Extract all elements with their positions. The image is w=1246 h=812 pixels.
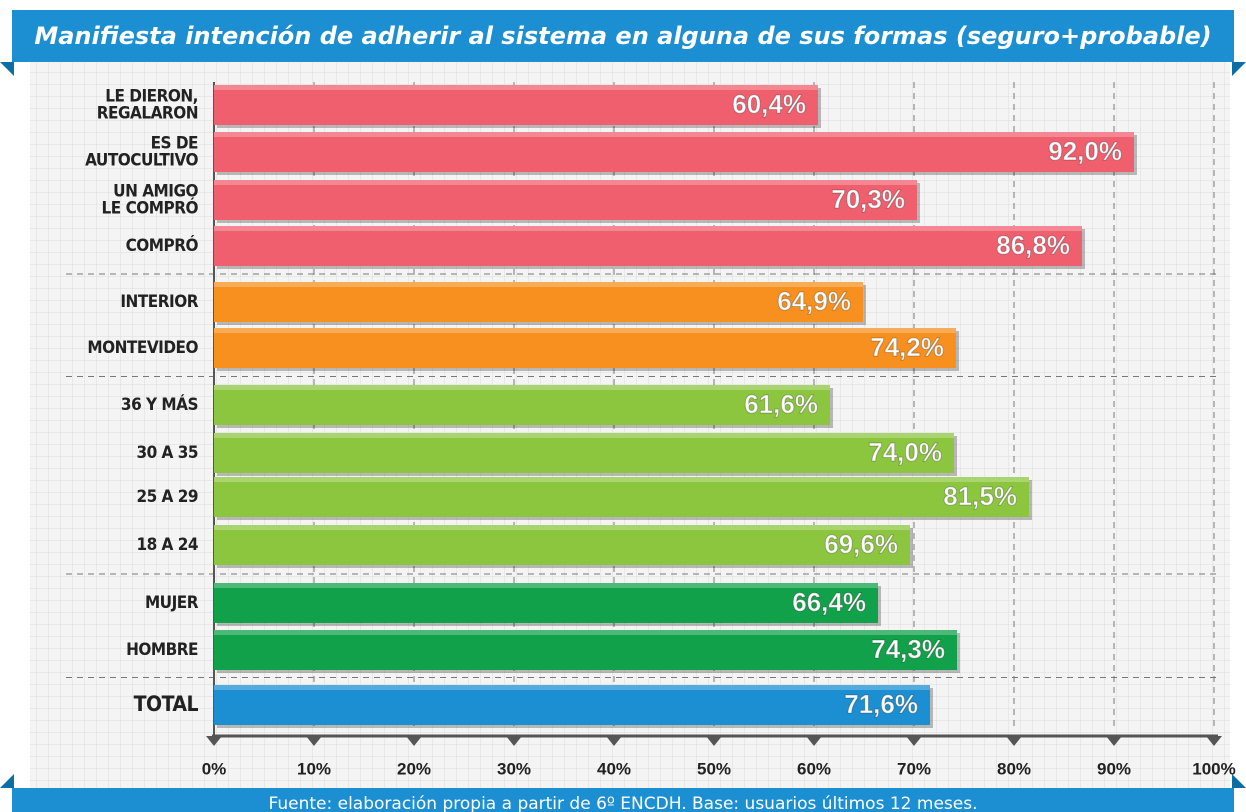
bar — [214, 525, 910, 565]
value-label: 74,3% — [871, 634, 945, 664]
bar-highlight — [214, 583, 878, 588]
category-label: 36 Y MÁS — [121, 393, 198, 415]
tick-mark — [506, 736, 522, 746]
category-label: HOMBRE — [126, 640, 198, 660]
tick-mark — [1206, 736, 1222, 746]
bar-highlight — [214, 477, 1029, 482]
bar — [214, 433, 954, 473]
category-label: TOTAL — [134, 692, 199, 716]
value-label: 60,4% — [732, 89, 806, 119]
footer-banner — [12, 788, 1234, 812]
bar — [214, 132, 1134, 172]
x-tick-label: 0% — [202, 759, 227, 778]
tick-mark — [606, 736, 622, 746]
x-tick-label: 40% — [597, 759, 631, 778]
title-banner — [12, 10, 1234, 62]
chart-title: Manifiesta intención de adherir al siste… — [34, 22, 1211, 50]
bar — [214, 630, 957, 670]
bar-highlight — [214, 85, 818, 90]
banner-tab — [1232, 774, 1246, 788]
bar-highlight — [214, 180, 917, 185]
bar-highlight — [214, 630, 957, 635]
tick-mark — [806, 736, 822, 746]
category-label: COMPRÓ — [126, 234, 199, 256]
category-label: MUJER — [145, 593, 199, 613]
category-label: 18 A 24 — [136, 535, 198, 555]
x-tick-label: 30% — [497, 759, 531, 778]
tick-mark — [406, 736, 422, 746]
tick-mark — [306, 736, 322, 746]
value-label: 74,2% — [870, 332, 944, 362]
banner-tab — [1232, 62, 1246, 76]
x-tick-label: 100% — [1192, 759, 1235, 778]
bar-highlight — [214, 328, 956, 333]
category-label: LE DIERON, REGALARON — [97, 87, 198, 124]
footer: Fuente: elaboración propia a partir de 6… — [269, 794, 978, 812]
bar — [214, 685, 930, 725]
x-tick-label: 90% — [1097, 759, 1131, 778]
value-label: 92,0% — [1048, 136, 1122, 166]
x-tick-label: 20% — [397, 759, 431, 778]
value-label: 70,3% — [831, 184, 905, 214]
value-label: 81,5% — [943, 481, 1017, 511]
bar — [214, 583, 878, 623]
banner-tab — [0, 774, 14, 788]
bar — [214, 85, 818, 125]
bar-highlight — [214, 525, 910, 530]
tick-mark — [706, 736, 722, 746]
category-label: INTERIOR — [120, 292, 198, 312]
bar — [214, 385, 830, 425]
x-tick-label: 10% — [297, 759, 331, 778]
value-label: 74,0% — [868, 437, 942, 467]
category-label: 25 A 29 — [136, 487, 198, 507]
bar-highlight — [214, 132, 1134, 137]
category-label: 30 A 35 — [136, 443, 198, 463]
value-label: 71,6% — [844, 689, 918, 719]
value-label: 86,8% — [996, 230, 1070, 260]
bar-highlight — [214, 433, 954, 438]
category-label: UN AMIGO LE COMPRÓ — [102, 182, 199, 219]
value-label: 64,9% — [777, 286, 851, 316]
category-label: ES DE AUTOCULTIVO — [85, 134, 198, 171]
value-label: 66,4% — [792, 587, 866, 617]
category-label: MONTEVIDEO — [87, 338, 198, 358]
value-label: 69,6% — [824, 529, 898, 559]
value-label: 61,6% — [744, 389, 818, 419]
tick-mark — [1106, 736, 1122, 746]
x-tick-label: 50% — [697, 759, 731, 778]
bar — [214, 226, 1082, 266]
banner-tab — [0, 62, 14, 76]
bar — [214, 282, 863, 322]
bar-highlight — [214, 282, 863, 287]
x-tick-label: 60% — [797, 759, 831, 778]
x-tick-label: 70% — [897, 759, 931, 778]
bar-highlight — [214, 685, 930, 690]
tick-mark — [1006, 736, 1022, 746]
bar — [214, 180, 917, 220]
bar — [214, 477, 1029, 517]
x-tick-label: 80% — [997, 759, 1031, 778]
bar-highlight — [214, 385, 830, 390]
tick-mark — [206, 736, 222, 746]
bar — [214, 328, 956, 368]
bar-highlight — [214, 226, 1082, 231]
tick-mark — [906, 736, 922, 746]
